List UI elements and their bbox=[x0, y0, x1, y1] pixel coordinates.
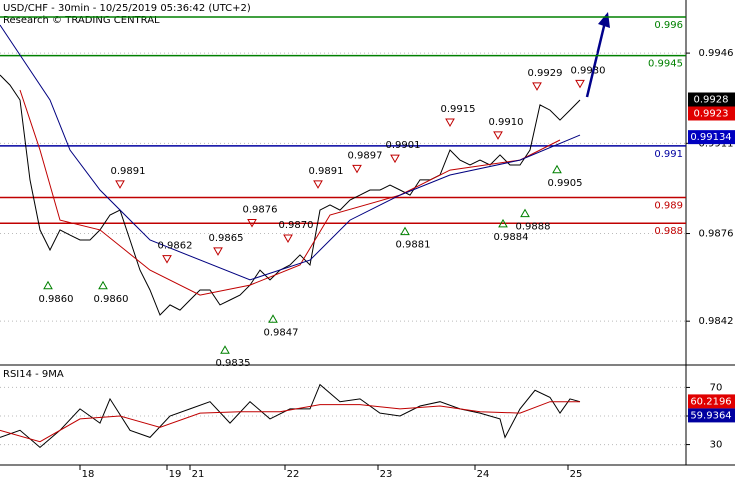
level-label: 0.989 bbox=[654, 200, 683, 211]
high-marker bbox=[493, 131, 503, 140]
low-marker bbox=[400, 226, 410, 236]
high-marker bbox=[445, 118, 455, 128]
low-label: 0.9847 bbox=[264, 327, 299, 338]
price-box-label: 59.9364 bbox=[690, 410, 731, 421]
x-tick-label: 24 bbox=[477, 469, 490, 480]
chart-title: USD/CHF - 30min - 10/25/2019 05:36:42 (U… bbox=[3, 3, 251, 14]
high-label: 0.9930 bbox=[571, 65, 606, 76]
high-marker bbox=[283, 234, 293, 244]
y-tick-label: 0.9842 bbox=[699, 316, 734, 327]
high-marker bbox=[162, 255, 172, 264]
low-label: 0.9860 bbox=[39, 294, 74, 305]
low-label: 0.9884 bbox=[494, 232, 529, 243]
low-marker bbox=[220, 345, 230, 354]
high-marker bbox=[532, 82, 542, 91]
series-line bbox=[0, 24, 581, 281]
high-marker bbox=[575, 79, 585, 89]
low-marker bbox=[520, 208, 530, 218]
rsi-title: RSI14 - 9MA bbox=[3, 369, 64, 380]
forecast-arrow-head bbox=[598, 12, 610, 28]
high-marker bbox=[213, 247, 223, 256]
high-marker bbox=[390, 154, 400, 164]
series-line bbox=[0, 74, 581, 316]
x-tick-label: 22 bbox=[287, 469, 300, 480]
low-label: 0.9905 bbox=[548, 178, 583, 189]
y-tick-label: 30 bbox=[710, 440, 723, 451]
price-box-label: 60.2196 bbox=[690, 396, 731, 407]
x-tick-label: 25 bbox=[570, 469, 583, 480]
high-label: 0.9891 bbox=[309, 166, 344, 177]
high-label: 0.9910 bbox=[489, 117, 524, 128]
low-marker bbox=[43, 280, 53, 290]
low-label: 0.9888 bbox=[516, 222, 551, 233]
x-tick-label: 21 bbox=[192, 469, 205, 480]
low-marker bbox=[552, 164, 562, 174]
chart-subtitle: Research © TRADING CENTRAL bbox=[3, 15, 160, 26]
price-box bbox=[688, 130, 735, 145]
price-box bbox=[688, 92, 735, 107]
x-tick-label: 19 bbox=[169, 469, 182, 480]
high-label: 0.9865 bbox=[209, 233, 244, 244]
price-box-label: 0.9928 bbox=[694, 94, 729, 105]
high-label: 0.9862 bbox=[158, 241, 193, 252]
level-label: 0.991 bbox=[654, 149, 683, 160]
low-marker bbox=[268, 314, 278, 323]
price-box-label: 0.99134 bbox=[690, 132, 731, 143]
level-label: 0.996 bbox=[654, 20, 683, 31]
high-label: 0.9876 bbox=[243, 205, 278, 216]
series-line bbox=[0, 383, 581, 449]
low-label: 0.9860 bbox=[94, 294, 129, 305]
x-tick-label: 23 bbox=[380, 469, 393, 480]
high-marker bbox=[313, 180, 323, 189]
high-marker bbox=[352, 164, 362, 174]
y-tick-label: 70 bbox=[710, 382, 723, 393]
low-marker bbox=[498, 218, 508, 228]
series-line bbox=[19, 89, 561, 296]
y-tick-label: 0.9876 bbox=[699, 229, 734, 240]
high-marker bbox=[115, 180, 125, 189]
high-label: 0.9915 bbox=[441, 104, 476, 115]
series-line bbox=[0, 401, 580, 443]
price-box bbox=[688, 408, 735, 423]
x-tick-label: 18 bbox=[82, 469, 95, 480]
high-label: 0.9891 bbox=[111, 166, 146, 177]
high-label: 0.9901 bbox=[386, 140, 421, 151]
price-box bbox=[688, 394, 735, 409]
price-box bbox=[688, 106, 735, 121]
low-label: 0.9881 bbox=[396, 240, 431, 251]
y-tick-label: 0.9946 bbox=[699, 48, 734, 59]
high-label: 0.9897 bbox=[348, 150, 383, 161]
low-label: 0.9835 bbox=[216, 358, 251, 369]
level-label: 0.988 bbox=[654, 226, 683, 237]
forecast-arrow bbox=[585, 21, 607, 98]
high-label: 0.9870 bbox=[279, 220, 314, 231]
price-box-label: 0.9923 bbox=[694, 108, 729, 119]
level-label: 0.9945 bbox=[648, 59, 683, 70]
low-marker bbox=[98, 280, 108, 290]
high-label: 0.9929 bbox=[528, 68, 563, 79]
high-marker bbox=[247, 219, 257, 228]
